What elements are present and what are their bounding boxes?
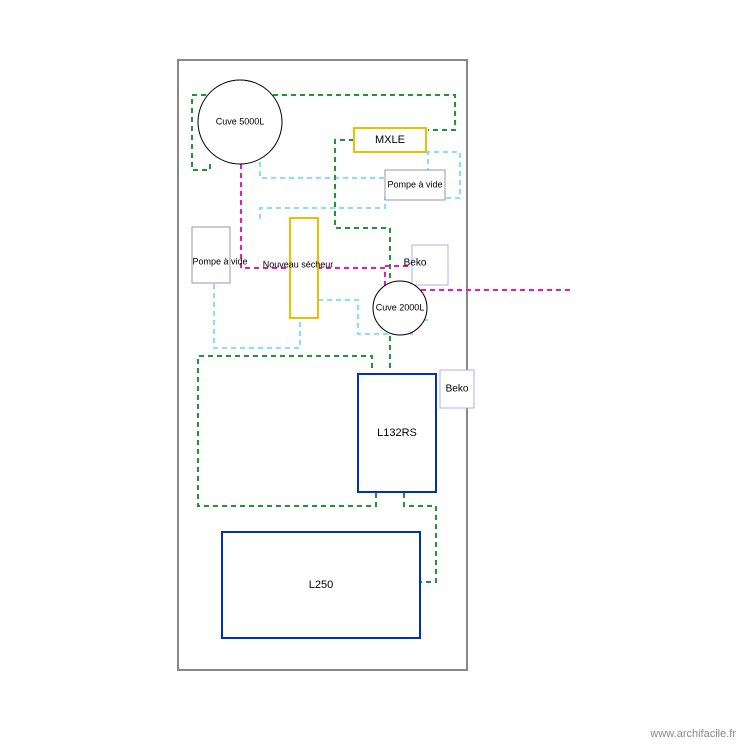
label-l250: L250 (309, 579, 333, 591)
pipe-green-big-loop (198, 356, 376, 506)
label-beko1: Beko (404, 258, 427, 269)
label-secheurlbl: Nouveau sécheur (263, 259, 334, 269)
label-cuve2000: Cuve 2000L (376, 302, 425, 312)
box-pompe1 (192, 227, 230, 283)
label-mxle: MXLE (375, 134, 405, 146)
label-cuve5000: Cuve 5000L (216, 116, 265, 126)
label-beko2: Beko (446, 384, 469, 395)
label-pompe2: Pompe à vide (387, 179, 442, 189)
diagram-canvas: MXLE Pompe à vide Pompe à vide Nouveau séch… (0, 0, 750, 750)
pipe-cyan-mid (214, 284, 300, 348)
label-pompe1lbl: Pompe à vide (192, 256, 247, 266)
watermark-text: www.archifacile.fr (650, 728, 736, 740)
label-l132rs: L132RS (377, 427, 417, 439)
